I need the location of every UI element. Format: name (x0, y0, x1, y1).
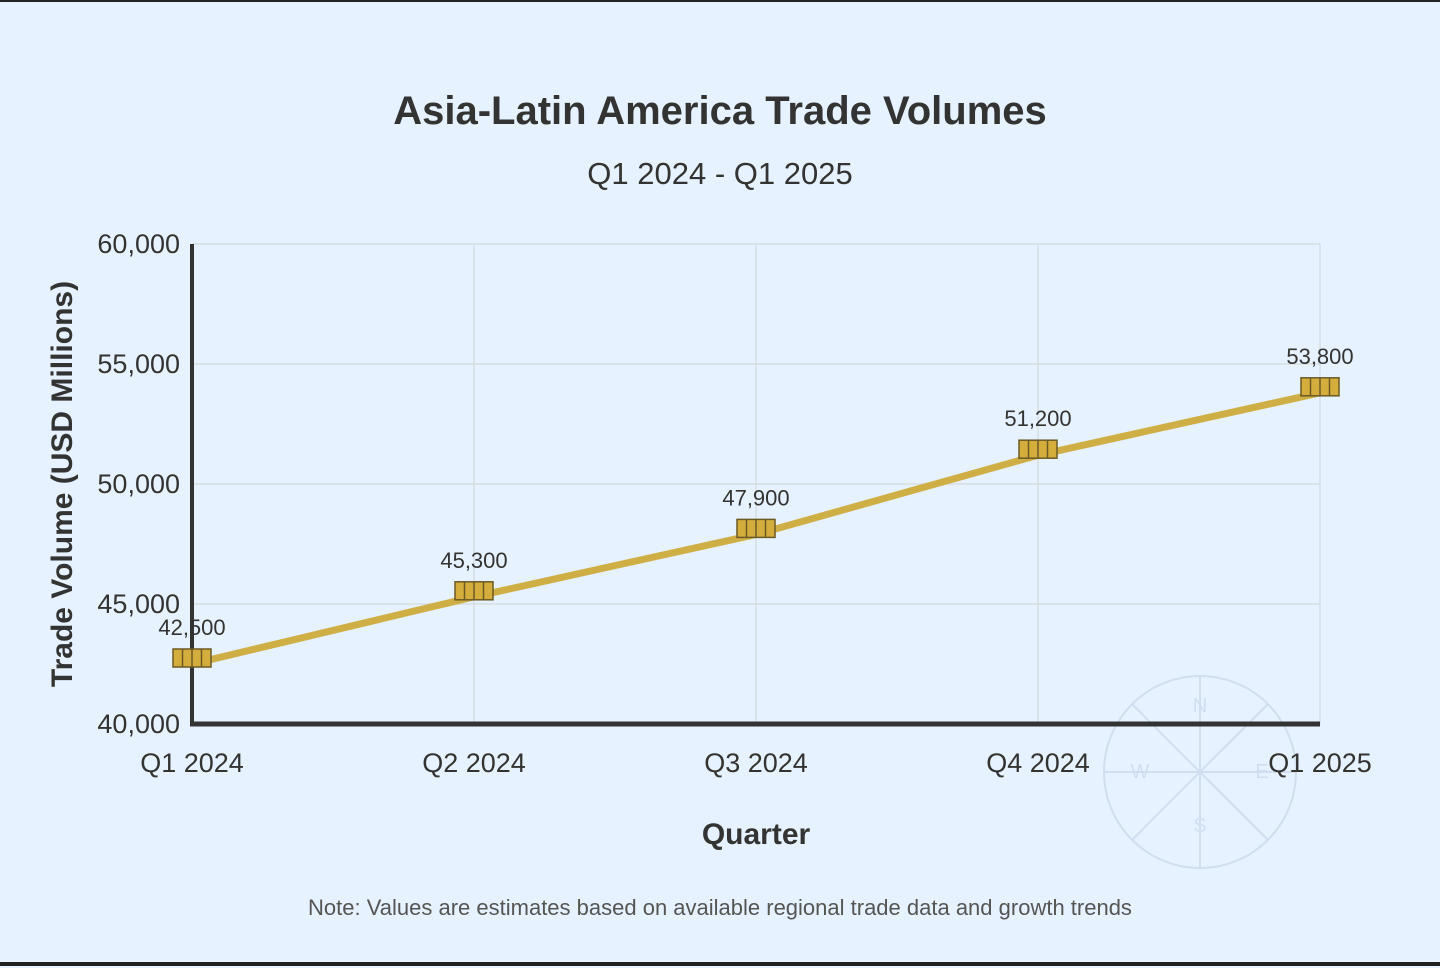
compass-west-label: W (1131, 761, 1150, 783)
y-tick-label: 60,000 (97, 229, 180, 259)
y-tick-label: 50,000 (97, 469, 180, 499)
compass-rose-icon: N E S W (1103, 675, 1297, 869)
data-point-marker (454, 581, 494, 601)
data-label: 42,500 (158, 615, 225, 640)
data-label: 51,200 (1004, 406, 1071, 431)
data-point-marker (736, 518, 776, 539)
y-axis-title: Trade Volume (USD Millions) (46, 281, 79, 687)
data-label: 47,900 (722, 485, 789, 510)
gridlines (191, 243, 1321, 725)
compass-north-label: N (1193, 695, 1207, 717)
y-tick-label: 45,000 (97, 589, 180, 619)
x-tick-label: Q1 2025 (1268, 748, 1372, 778)
chart-note: Note: Values are estimates based on avai… (308, 895, 1132, 920)
tick-labels: 40,000 45,000 50,000 55,000 60,000 Q1 2024 Q2 … (97, 229, 1371, 778)
x-tick-label: Q4 2024 (986, 748, 1090, 778)
chart-subtitle: Q1 2024 - Q1 2025 (587, 156, 852, 191)
compass-east-label: E (1255, 761, 1268, 783)
data-point-marker (1018, 439, 1058, 459)
data-labels: 42,500 45,300 47,900 51,200 53,800 (158, 344, 1353, 640)
chart-title: Asia-Latin America Trade Volumes (393, 89, 1047, 133)
y-tick-label: 55,000 (97, 349, 180, 379)
axes (190, 244, 1320, 727)
compass-south-label: S (1193, 815, 1206, 837)
x-tick-label: Q1 2024 (140, 748, 244, 778)
x-tick-label: Q3 2024 (704, 748, 808, 778)
series-layer (172, 377, 1340, 668)
data-label: 45,300 (440, 548, 507, 573)
data-point-marker (1300, 377, 1340, 397)
y-tick-label: 40,000 (97, 709, 180, 739)
x-axis-title: Quarter (702, 818, 811, 851)
data-label: 53,800 (1286, 344, 1353, 369)
x-tick-label: Q2 2024 (422, 748, 526, 778)
data-point-marker (172, 648, 212, 668)
